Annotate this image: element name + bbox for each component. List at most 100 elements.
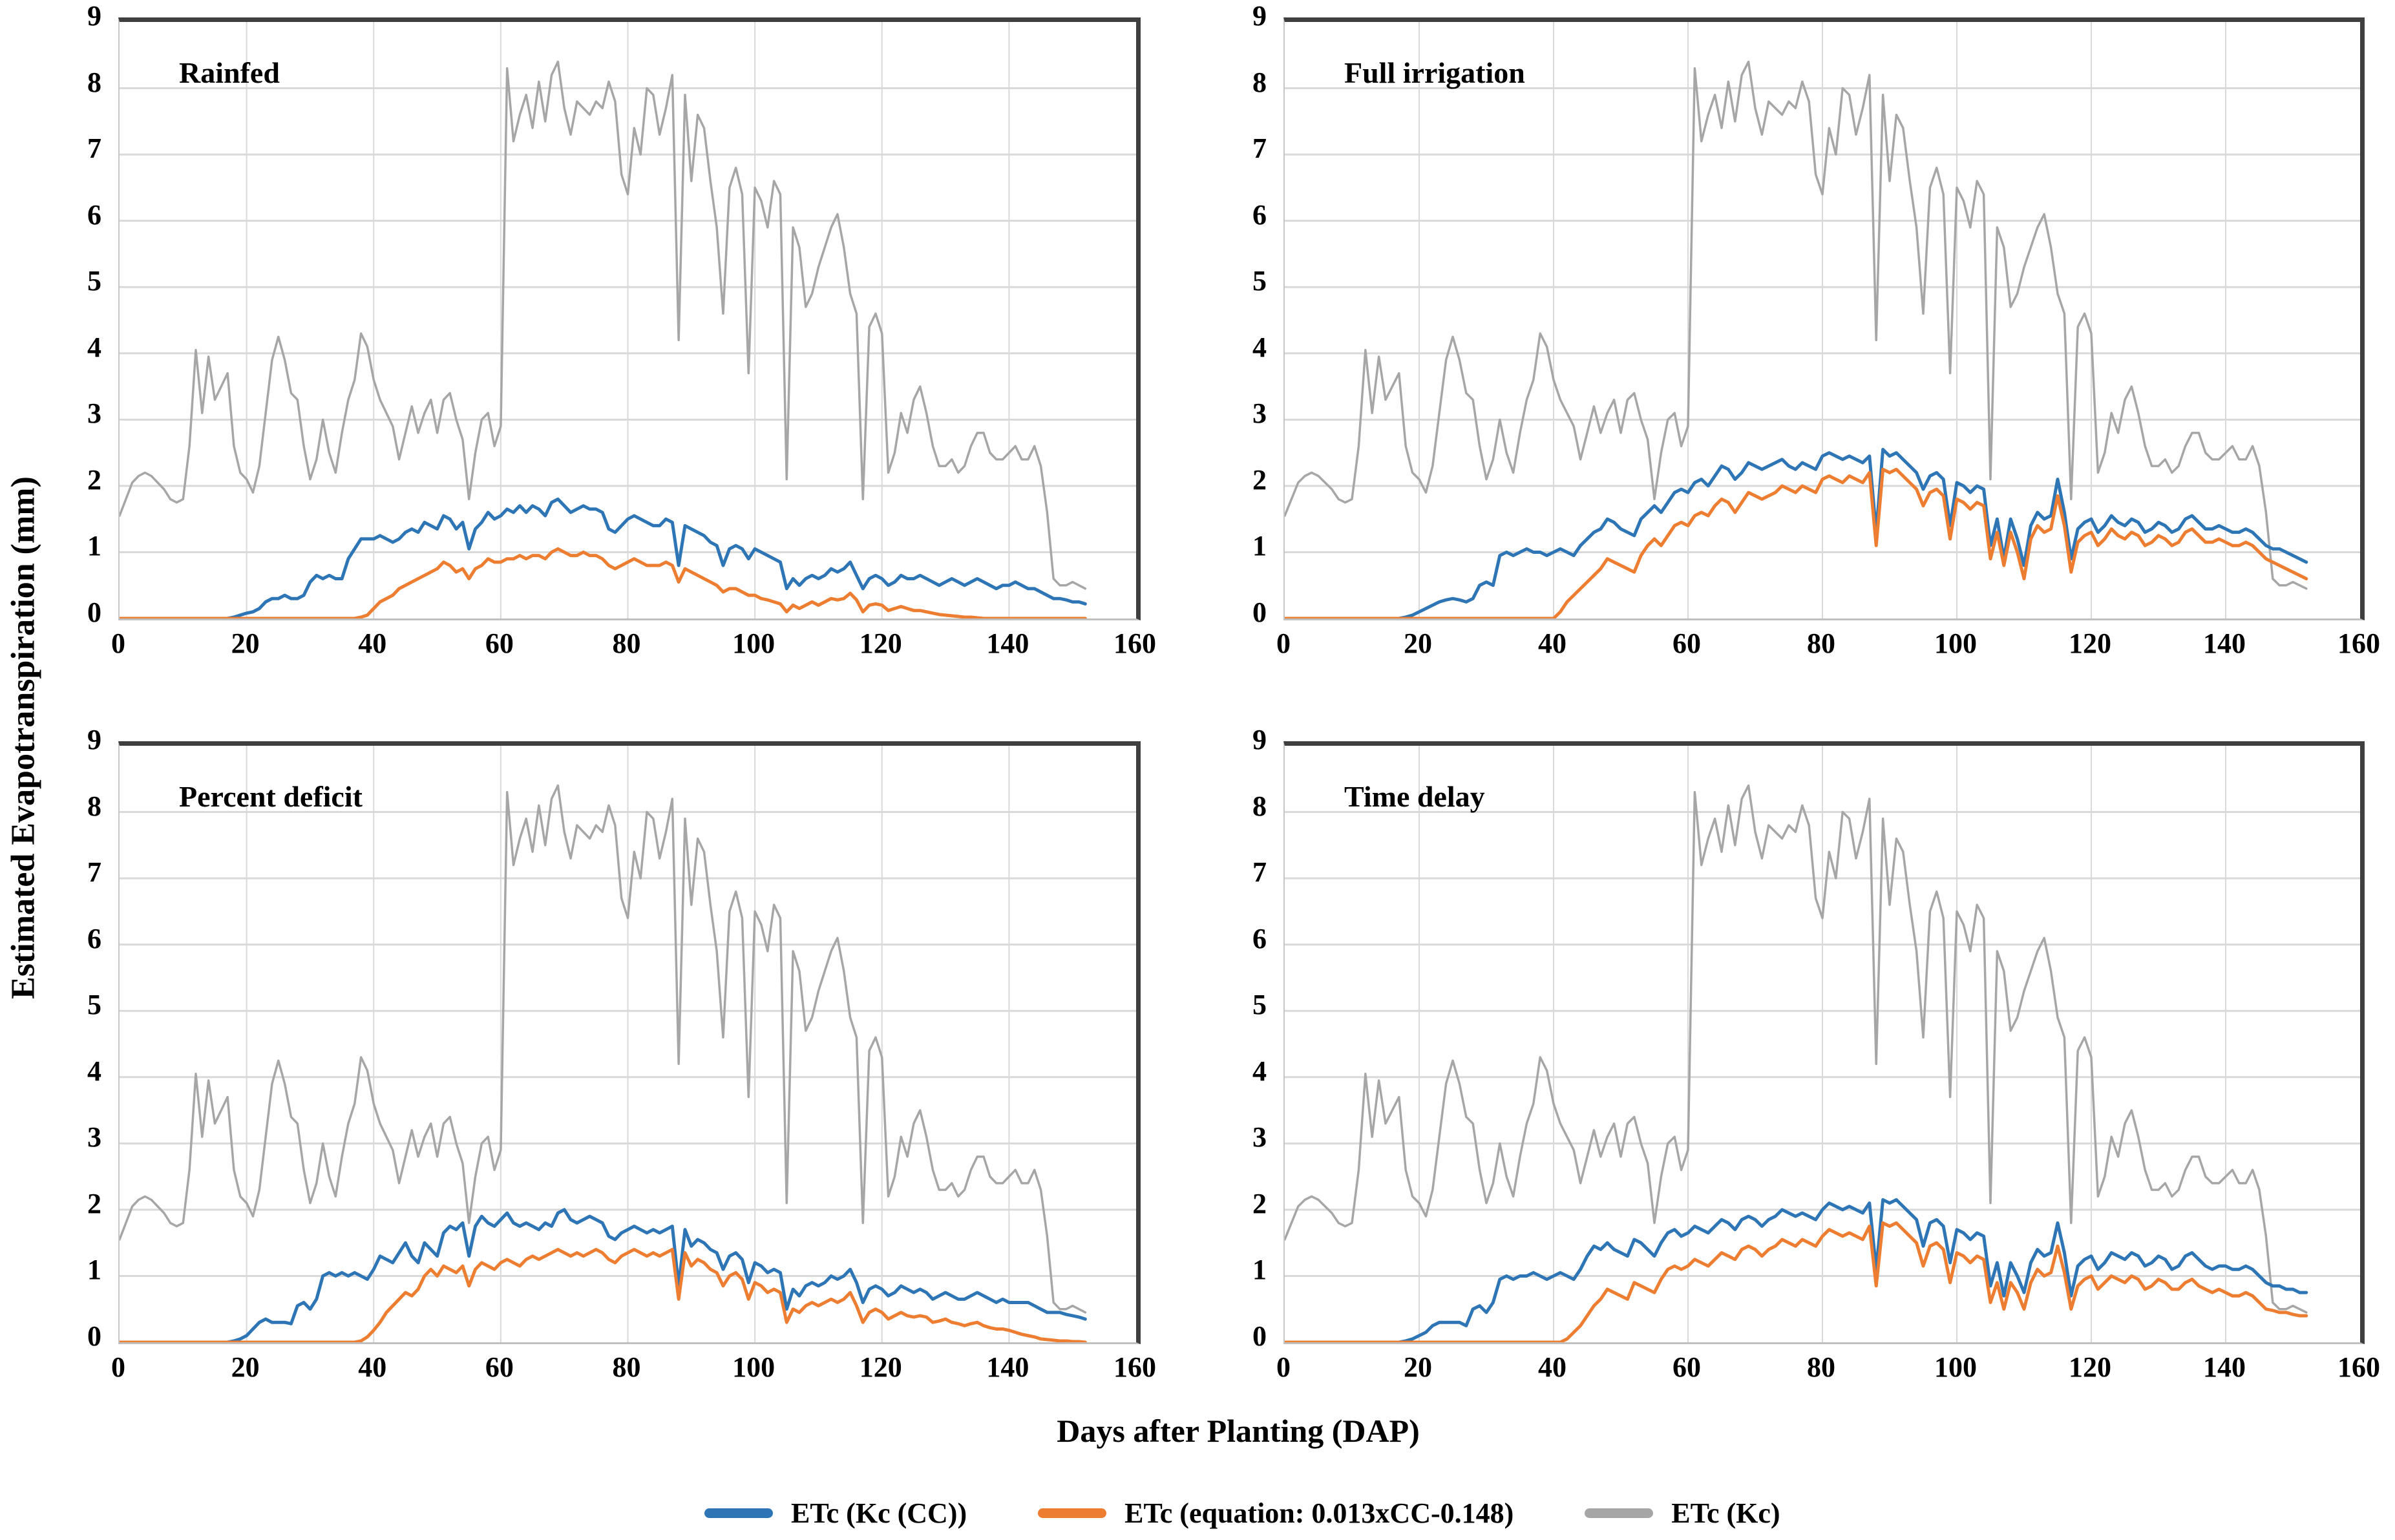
percent-deficit-plot-area (120, 746, 1136, 1342)
x-tick-label: 60 (485, 1351, 514, 1383)
x-tick-label: 20 (1404, 628, 1432, 659)
panel-title-percent-deficit: Percent deficit (179, 780, 363, 813)
etc-kc-line (120, 786, 1085, 1313)
legend-swatch-blue (704, 1508, 773, 1518)
x-tick-label: 120 (859, 1351, 902, 1383)
panel-title-full-irrigation: Full irrigation (1344, 56, 1525, 89)
y-tick-label: 9 (87, 724, 101, 755)
y-tick-label: 8 (87, 66, 101, 98)
x-tick-label: 0 (1276, 628, 1291, 659)
panel-title-rainfed: Rainfed (179, 56, 280, 89)
y-tick-label: 2 (1252, 1187, 1267, 1219)
y-tick-label: 1 (1252, 530, 1267, 562)
legend-item-etc-kc: ETc (Kc) (1585, 1497, 1780, 1530)
x-tick-label: 160 (2337, 628, 2380, 659)
y-tick-label: 5 (1252, 265, 1267, 297)
y-tick-label: 3 (87, 397, 101, 430)
legend-label-etc-kc: ETc (Kc) (1671, 1497, 1780, 1529)
x-tick-label: 20 (231, 1351, 260, 1383)
x-axis-title: Days after Planting (DAP) (1057, 1413, 1420, 1449)
y-tick-label: 0 (87, 1320, 101, 1352)
etc-kc-cc-line (1285, 1200, 2306, 1342)
x-tick-label: 40 (358, 1351, 387, 1383)
x-tick-label: 80 (612, 628, 641, 659)
etc-kc-line (1285, 62, 2306, 589)
x-tick-label: 0 (111, 628, 125, 659)
legend-item-etc-equation: ETc (equation: 0.013xCC-0.148) (1038, 1497, 1514, 1530)
y-tick-label: 2 (87, 463, 101, 496)
panel-time-delay: Time delay (1283, 741, 2365, 1344)
legend-label-etc-kc-cc: ETc (Kc (CC)) (791, 1497, 967, 1529)
x-tick-label: 80 (1807, 1351, 1835, 1383)
y-axis-title: Estimated Evapotranspiration (mm) (5, 476, 42, 999)
y-tick-label: 0 (87, 596, 101, 628)
etc-equation-line (120, 1249, 1085, 1342)
x-tick-label: 100 (1934, 628, 1977, 659)
y-tick-label: 4 (1252, 1055, 1267, 1087)
y-tick-label: 8 (1252, 790, 1267, 822)
x-tick-label: 100 (732, 628, 775, 659)
y-tick-label: 9 (1252, 724, 1267, 755)
x-tick-label: 140 (986, 1351, 1029, 1383)
y-tick-label: 6 (87, 198, 101, 231)
x-tick-label: 120 (2069, 1351, 2111, 1383)
y-tick-label: 3 (1252, 397, 1267, 430)
x-tick-label: 160 (1113, 1351, 1156, 1383)
y-tick-label: 8 (87, 790, 101, 822)
y-tick-label: 9 (1252, 0, 1267, 32)
y-tick-label: 4 (87, 331, 101, 363)
x-tick-label: 60 (1672, 628, 1701, 659)
x-tick-label: 120 (859, 628, 902, 659)
x-tick-label: 40 (358, 628, 387, 659)
etc-kc-cc-line (120, 1210, 1085, 1342)
panel-rainfed: Rainfed (118, 17, 1141, 620)
rainfed-plot-area (120, 22, 1136, 618)
x-tick-label: 140 (2203, 1351, 2246, 1383)
y-tick-label: 4 (1252, 331, 1267, 363)
panel-percent-deficit: Percent deficit (118, 741, 1141, 1344)
y-tick-label: 5 (87, 265, 101, 297)
y-tick-label: 6 (87, 922, 101, 955)
y-tick-label: 1 (1252, 1254, 1267, 1286)
x-tick-label: 20 (1404, 1351, 1432, 1383)
y-tick-label: 5 (87, 989, 101, 1021)
panel-full-irrigation: Full irrigation (1283, 17, 2365, 620)
y-tick-label: 1 (87, 1254, 101, 1286)
y-tick-label: 3 (87, 1121, 101, 1154)
legend-swatch-orange (1038, 1508, 1107, 1518)
y-tick-label: 2 (1252, 463, 1267, 496)
chart-legend: ETc (Kc (CC)) ETc (equation: 0.013xCC-0.… (704, 1497, 1780, 1530)
x-tick-label: 140 (986, 628, 1029, 659)
x-tick-label: 0 (1276, 1351, 1291, 1383)
x-tick-label: 0 (111, 1351, 125, 1383)
x-tick-label: 100 (1934, 1351, 1977, 1383)
y-tick-label: 1 (87, 530, 101, 562)
y-tick-label: 4 (87, 1055, 101, 1087)
x-tick-label: 160 (2337, 1351, 2380, 1383)
time-delay-plot-area (1285, 746, 2360, 1342)
etc-equation-line (1285, 1223, 2306, 1342)
full-irrigation-plot-area (1285, 22, 2360, 618)
y-tick-label: 7 (87, 132, 101, 165)
x-tick-label: 100 (732, 1351, 775, 1383)
y-tick-label: 0 (1252, 1320, 1267, 1352)
y-tick-label: 7 (87, 856, 101, 889)
y-tick-label: 3 (1252, 1121, 1267, 1154)
x-tick-label: 140 (2203, 628, 2246, 659)
etc-kc-line (1285, 786, 2306, 1313)
x-tick-label: 120 (2069, 628, 2111, 659)
etc-kc-cc-line (1285, 449, 2306, 618)
legend-item-etc-kc-cc: ETc (Kc (CC)) (704, 1497, 967, 1530)
y-tick-label: 9 (87, 0, 101, 32)
x-tick-label: 160 (1113, 628, 1156, 659)
x-tick-label: 40 (1538, 628, 1567, 659)
etc-equation-line (120, 549, 1085, 618)
legend-swatch-gray (1585, 1508, 1654, 1518)
y-tick-label: 6 (1252, 198, 1267, 231)
x-tick-label: 60 (485, 628, 514, 659)
x-tick-label: 60 (1672, 1351, 1701, 1383)
panel-title-time-delay: Time delay (1344, 780, 1485, 813)
etc-equation-line (1285, 469, 2306, 618)
x-tick-label: 80 (1807, 628, 1835, 659)
